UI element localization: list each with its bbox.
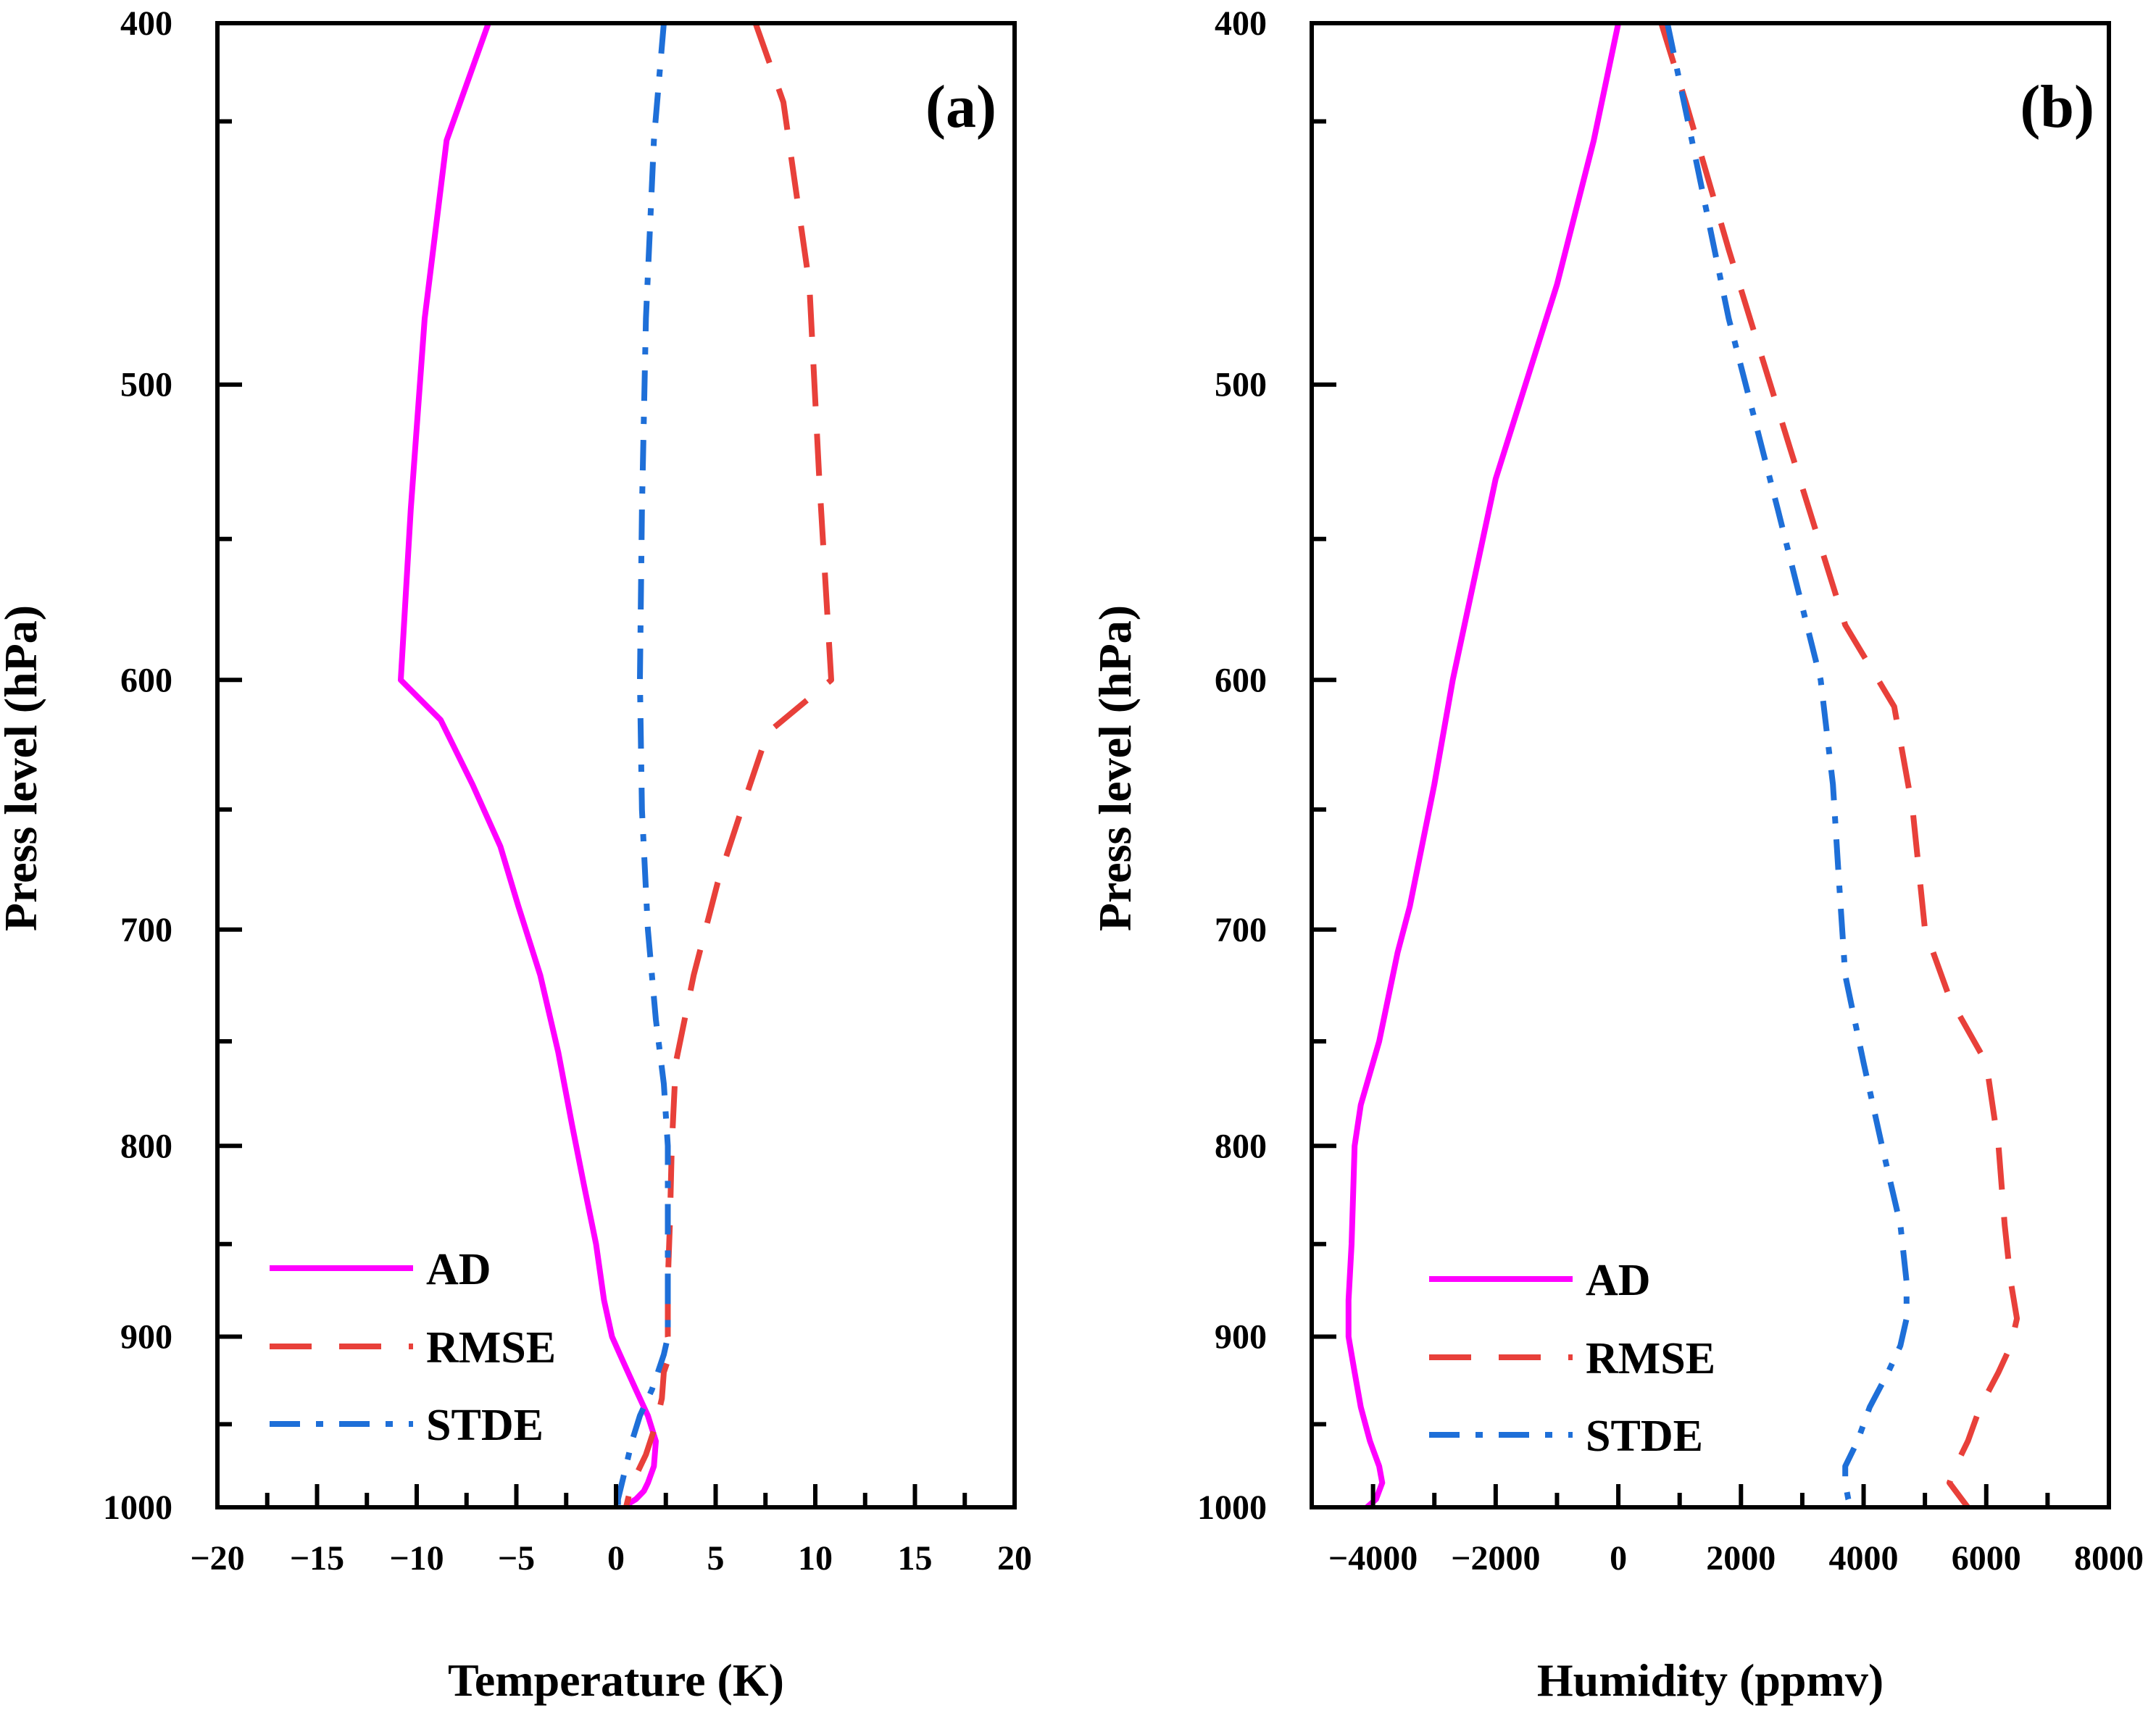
chart-1-x-tick-label: 0 — [1610, 1539, 1627, 1578]
chart-1-legend-label-ad: AD — [1586, 1256, 1651, 1305]
chart-1-y-tick-label: 800 — [1215, 1127, 1267, 1165]
chart-0-series-stde-line — [615, 23, 671, 1507]
chart-0-x-axis-title: Temperature (K) — [448, 1654, 784, 1706]
chart-0-series-rmse-line — [623, 23, 834, 1507]
chart-0-y-tick-label: 700 — [120, 911, 172, 949]
chart-1-x-tick-label: 8000 — [2074, 1539, 2144, 1578]
chart-0-y-axis-title: Press level (hPa) — [0, 605, 46, 931]
chart-1-x-tick-label: 2000 — [1706, 1539, 1776, 1578]
chart-1-x-axis-title: Humidity (ppmv) — [1537, 1654, 1884, 1706]
chart-0-y-tick-label: 400 — [120, 4, 172, 43]
panel-a: −20 −15 −10 −5 0 5 10 15 20 400 500 600 700 800 900 100… — [0, 4, 1032, 1706]
chart-0-y-tick-label: 800 — [120, 1127, 172, 1165]
chart-0-x-tick-label: −20 — [190, 1539, 244, 1578]
chart-0-y-tick-label: 900 — [120, 1318, 172, 1357]
chart-1-series-group — [1345, 23, 2020, 1507]
chart-1-x-tick-label: −4000 — [1328, 1539, 1418, 1578]
chart-0-legend: AD RMSE STDE — [270, 1245, 556, 1450]
chart-1-y-tick-label: 1000 — [1197, 1488, 1267, 1527]
chart-0-x-tick-label: 0 — [607, 1539, 625, 1578]
chart-0-legend-label-stde: STDE — [426, 1401, 544, 1450]
chart-0-series-group — [398, 23, 834, 1507]
chart-0-x-tick-label: 5 — [707, 1539, 725, 1578]
chart-1-y-tick-label: 500 — [1215, 366, 1267, 404]
chart-0-panel-label: (a) — [925, 73, 996, 141]
chart-1-series-ad-line — [1345, 23, 1622, 1507]
panel-b: −4000 −2000 0 2000 4000 6000 8000 400 500 600 700 8… — [1089, 4, 2144, 1706]
chart-1-y-tick-label: 700 — [1215, 911, 1267, 949]
chart-1-series-stde-line — [1664, 23, 1910, 1507]
chart-0-x-tick-label: 15 — [898, 1539, 933, 1578]
chart-1-y-tick-label: 900 — [1215, 1318, 1267, 1357]
chart-0-x-tick-label: 10 — [798, 1539, 833, 1578]
chart-0-legend-label-rmse: RMSE — [426, 1323, 556, 1373]
chart-1-y-axis-title: Press level (hPa) — [1089, 605, 1141, 931]
chart-0-x-tick-label: −5 — [498, 1539, 535, 1578]
chart-0-x-tick-label: −10 — [389, 1539, 444, 1578]
chart-1-panel-label: (b) — [2020, 73, 2094, 141]
chart-0-x-tick-label: 20 — [997, 1539, 1032, 1578]
chart-0-y-tick-label: 600 — [120, 661, 172, 699]
chart-0-plot-frame — [215, 21, 1017, 1509]
chart-0-x-tick-label: −15 — [290, 1539, 344, 1578]
chart-1-legend: AD RMSE STDE — [1429, 1256, 1715, 1461]
chart-1-x-tick-label: 4000 — [1829, 1539, 1899, 1578]
chart-0-y-tick-label: 1000 — [103, 1488, 172, 1527]
chart-0-legend-label-ad: AD — [426, 1245, 491, 1294]
chart-0-series-ad-line — [398, 23, 659, 1507]
chart-1-y-tick-label: 400 — [1215, 4, 1267, 43]
chart-1-legend-label-rmse: RMSE — [1586, 1334, 1715, 1383]
chart-1-series-rmse-line — [1658, 23, 2020, 1507]
chart-1-legend-label-stde: STDE — [1586, 1412, 1703, 1461]
chart-1-plot-frame — [1310, 21, 2111, 1509]
chart-1-x-tick-label: −2000 — [1451, 1539, 1540, 1578]
chart-1-y-tick-label: 600 — [1215, 661, 1267, 699]
chart-1-x-tick-label: 6000 — [1952, 1539, 2021, 1578]
chart-0-y-tick-label: 500 — [120, 366, 172, 404]
